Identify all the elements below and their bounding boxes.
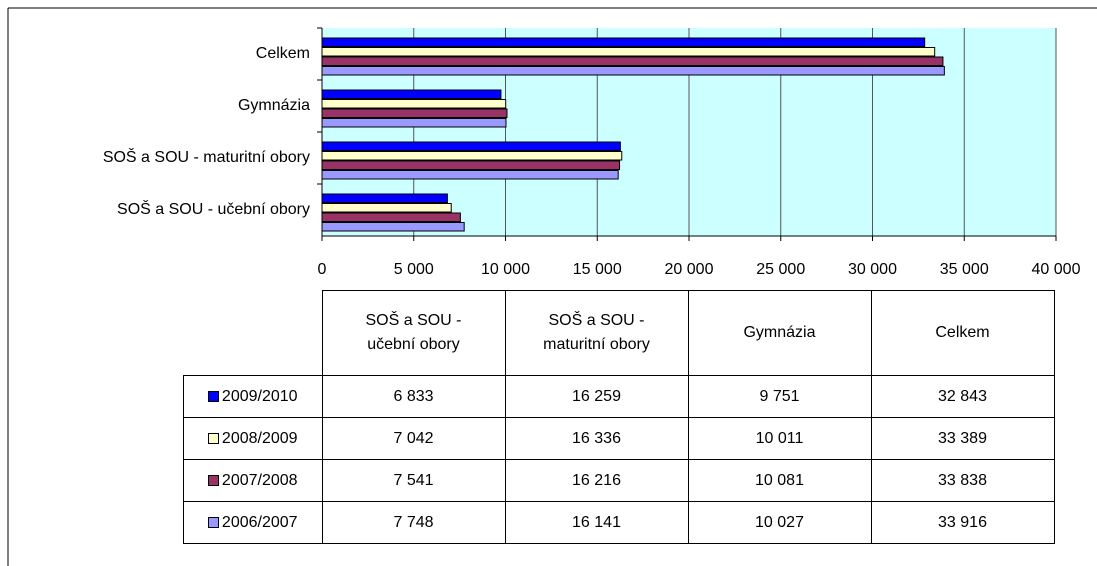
y-tick-label: Gymnázia (238, 97, 310, 114)
column-header-text: SOŠ a SOU - maturitní obory (543, 312, 650, 353)
value-cell: 32 843 (870, 375, 1055, 418)
bar (321, 222, 465, 232)
value-cell: 7 541 (321, 459, 506, 502)
legend-cell: 2009/2010 (183, 375, 323, 418)
legend-label: 2006/2007 (221, 513, 298, 531)
value-cell: 7 748 (321, 501, 506, 544)
y-tick-label: SOŠ a SOU - maturitní obory (103, 147, 310, 166)
value-cell: 10 011 (687, 417, 872, 460)
legend-cell: 2007/2008 (183, 459, 323, 502)
column-header-text: SOŠ a SOU - učební obory (365, 312, 462, 353)
column-header: SOŠ a SOU - učební obory (321, 290, 506, 376)
bar (321, 170, 619, 180)
value-cell: 16 216 (504, 459, 689, 502)
x-tick-label: 0 (318, 261, 327, 278)
column-header-text: Gymnázia (743, 324, 816, 341)
value-cell: 10 027 (687, 501, 872, 544)
column-header: Celkem (870, 290, 1055, 376)
bar (321, 151, 623, 161)
bar (321, 56, 944, 66)
legend-label: 2007/2008 (221, 471, 298, 489)
bar (321, 212, 461, 222)
value-cell: 6 833 (321, 375, 506, 418)
x-tick-label: 5 000 (394, 261, 434, 278)
x-tick-label: 25 000 (756, 261, 805, 278)
empty-cell (183, 290, 323, 376)
bar (321, 160, 621, 170)
x-tick-label: 35 000 (940, 261, 989, 278)
bar (321, 118, 507, 128)
legend-swatch (207, 516, 219, 528)
bar (321, 66, 945, 76)
x-tick-label: 10 000 (481, 261, 530, 278)
data-row: 2007/2008 7 541 16 216 10 081 33 838 (183, 459, 1055, 502)
y-tick-label: Celkem (256, 45, 310, 62)
legend-swatch (207, 474, 219, 486)
y-tick-label: SOŠ a SOU - učební obory (117, 199, 310, 218)
x-tick-label: 15 000 (573, 261, 622, 278)
bar (321, 47, 936, 57)
bar (321, 37, 926, 47)
column-header: Gymnázia (687, 290, 872, 376)
value-cell: 33 389 (870, 417, 1055, 460)
data-table: SOŠ a SOU - učební obory SOŠ a SOU - matu… (183, 290, 1055, 544)
value-cell: 10 081 (687, 459, 872, 502)
legend-label: 2008/2009 (221, 429, 298, 447)
bar (321, 89, 502, 99)
x-tick-label: 40 000 (1032, 261, 1081, 278)
data-row: 2009/2010 6 833 16 259 9 751 32 843 (183, 375, 1055, 418)
legend-cell: 2006/2007 (183, 501, 323, 544)
data-row: 2006/2007 7 748 16 141 10 027 33 916 (183, 501, 1055, 544)
bar (321, 108, 508, 118)
value-cell: 9 751 (687, 375, 872, 418)
column-header-text: Celkem (935, 324, 990, 341)
legend-swatch (207, 432, 219, 444)
value-cell: 16 141 (504, 501, 689, 544)
legend-swatch (207, 390, 219, 402)
value-cell: 16 259 (504, 375, 689, 418)
value-cell: 33 916 (870, 501, 1055, 544)
bar (321, 203, 452, 213)
bar (321, 141, 621, 151)
value-cell: 33 838 (870, 459, 1055, 502)
column-header: SOŠ a SOU - maturitní obory (504, 290, 689, 376)
bar (321, 99, 507, 109)
data-row: 2008/2009 7 042 16 336 10 011 33 389 (183, 417, 1055, 460)
bar (321, 193, 448, 203)
value-cell: 16 336 (504, 417, 689, 460)
value-cell: 7 042 (321, 417, 506, 460)
legend-label: 2009/2010 (221, 387, 298, 405)
legend-cell: 2008/2009 (183, 417, 323, 460)
header-row: SOŠ a SOU - učební obory SOŠ a SOU - matu… (183, 290, 1055, 376)
x-tick-label: 30 000 (848, 261, 897, 278)
x-tick-label: 20 000 (665, 261, 714, 278)
